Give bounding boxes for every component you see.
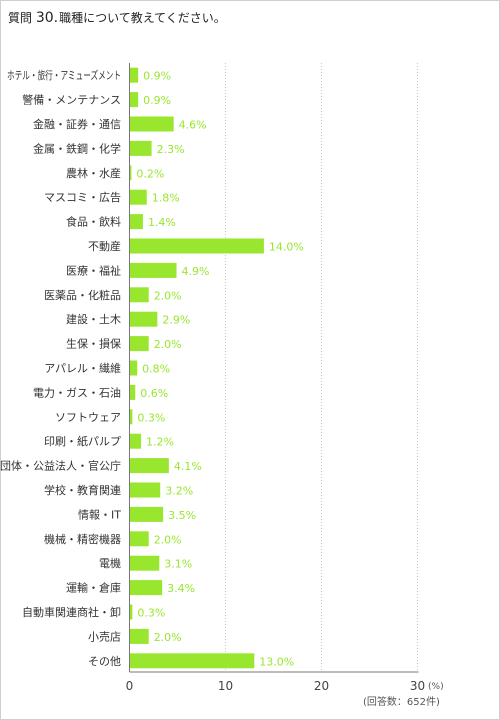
bar (129, 653, 255, 669)
value-label: 2.3% (157, 143, 185, 156)
value-label: 0.8% (142, 363, 170, 376)
category-label: 電力・ガス・石油 (33, 385, 121, 399)
category-label: 農林・水産 (66, 166, 121, 180)
bar (129, 409, 133, 425)
bar (129, 506, 164, 522)
category-label: 警備・メンテナンス (22, 93, 121, 107)
value-label: 0.9% (143, 70, 171, 83)
bar (129, 555, 160, 571)
value-label: 4.6% (179, 119, 207, 132)
category-label: 金属・鉄鋼・化学 (33, 141, 121, 155)
category-label: 金融・証券・通信 (33, 117, 121, 131)
category-label: 電機 (99, 556, 121, 570)
respondent-count: (回答数：652件) (363, 695, 440, 708)
value-label: 2.0% (154, 338, 182, 351)
category-label: その他 (88, 655, 121, 668)
bar (129, 287, 149, 303)
value-label: 0.3% (137, 607, 165, 620)
title-number: 30. (35, 10, 59, 26)
tick-label: 0 (126, 679, 134, 693)
tick-label: 30 (410, 679, 425, 693)
category-label: 学校・教育関連 (44, 483, 121, 497)
value-label: 2.0% (154, 289, 182, 302)
bar (129, 433, 142, 449)
bar (129, 628, 149, 644)
value-label: 3.1% (164, 558, 192, 571)
value-label: 14.0% (269, 241, 304, 254)
value-label: 1.2% (146, 436, 174, 449)
value-label: 1.8% (152, 192, 180, 205)
bar (129, 214, 143, 230)
category-labels: ホテル・旅行・アミューズメント警備・メンテナンス金融・証券・通信金属・鉄鋼・化学… (0, 68, 121, 668)
bar (129, 604, 133, 620)
bar (129, 140, 152, 156)
value-label: 3.5% (168, 509, 196, 522)
value-label: 0.3% (137, 411, 165, 424)
category-label: 不動産 (88, 239, 121, 253)
bar (129, 165, 132, 181)
bar (129, 482, 161, 498)
bar (129, 531, 149, 547)
value-label: 0.2% (136, 167, 164, 180)
value-label: 2.9% (162, 314, 190, 327)
grid-lines (225, 63, 418, 672)
category-label: 建設・土木 (66, 312, 121, 326)
value-label: 2.0% (154, 631, 182, 644)
category-label: 医薬品・化粧品 (44, 288, 121, 302)
tick-label: 20 (314, 679, 329, 693)
category-label: アパレル・繊維 (44, 362, 121, 375)
bar (129, 360, 138, 376)
category-label: 団体・公益法人・官公庁 (0, 459, 121, 473)
bar (129, 311, 158, 327)
category-label: 小売店 (88, 629, 121, 643)
bar (129, 336, 149, 352)
bar (129, 580, 163, 596)
category-label: 情報・IT (78, 508, 121, 521)
x-axis: 0 10 20 30 (%) (回答数：652件) (126, 63, 444, 708)
bar (129, 92, 139, 108)
bar (129, 116, 174, 132)
value-label: 0.9% (143, 94, 171, 107)
category-label: 生保・損保 (66, 337, 121, 351)
value-label: 3.2% (165, 485, 193, 498)
bar (129, 458, 169, 474)
title-prefix: 質問 (8, 11, 33, 25)
category-label: 運輸・倉庫 (66, 581, 121, 595)
bars (129, 67, 264, 669)
value-label: 4.1% (174, 460, 202, 473)
category-label: 医療・福祉 (66, 263, 121, 277)
bar (129, 67, 139, 83)
category-label: ホテル・旅行・アミューズメント (7, 68, 121, 82)
value-label: 3.4% (167, 582, 195, 595)
category-label: 印刷・紙パルプ (44, 434, 121, 448)
title-text: 職種について教えてください。 (59, 11, 226, 25)
category-label: マスコミ・広告 (44, 191, 121, 204)
category-label: 食品・飲料 (66, 215, 121, 229)
value-label: 4.9% (182, 265, 210, 278)
page-title: 質問 30.職種について教えてください。 (8, 9, 226, 26)
category-label: ソフトウェア (55, 411, 121, 424)
category-label: 自動車関連商社・卸 (22, 605, 121, 619)
tick-label: 10 (218, 679, 233, 693)
bar (129, 189, 147, 205)
value-label: 2.0% (154, 533, 182, 546)
value-label: 0.6% (140, 387, 168, 400)
category-label: 機械・精密機器 (44, 532, 121, 546)
unit-label: (%) (428, 682, 444, 692)
value-labels: 0.9%0.9%4.6%2.3%0.2%1.8%1.4%14.0%4.9%2.0… (136, 70, 303, 669)
bar (129, 262, 177, 278)
value-label: 1.4% (148, 216, 176, 229)
bar (129, 384, 136, 400)
value-label: 13.0% (259, 655, 294, 668)
bar (129, 238, 264, 254)
